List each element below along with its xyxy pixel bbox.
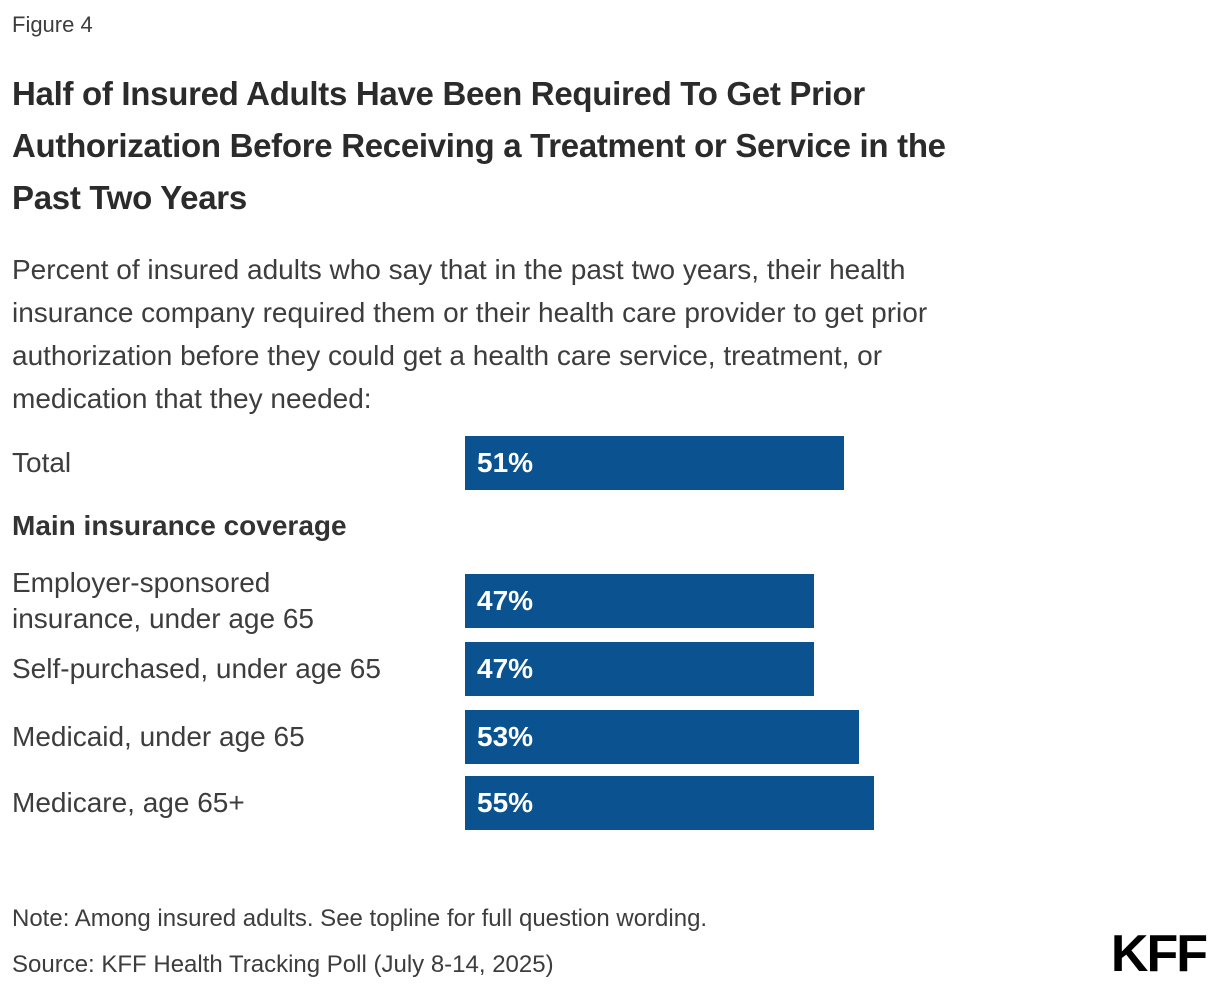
bar-chart: Total 51% Main insurance coverage Employ… [12, 436, 1208, 830]
bar-value-label-medicare: 55% [477, 787, 534, 818]
figure-label: Figure 4 [12, 12, 93, 37]
bar-value-label-total: 51% [477, 447, 534, 478]
chart-row-employer: Employer-sponsored insurance, under age … [12, 567, 1208, 634]
bar-value-label-self-purchased: 47% [477, 653, 534, 684]
chart-row-medicare: Medicare, age 65+ 55% [12, 776, 1208, 830]
bar-track: 47% [465, 642, 1208, 696]
bar-self-purchased: 47% [465, 642, 815, 696]
bar-employer: 47% [465, 574, 815, 628]
category-label-employer: Employer-sponsored insurance, under age … [12, 567, 314, 634]
kff-logo: KFF [1110, 925, 1208, 983]
source-text: Source: KFF Health Tracking Poll (July 8… [12, 951, 554, 978]
category-label-medicare: Medicare, age 65+ [12, 787, 245, 818]
chart-title: Half of Insured Adults Have Been Require… [12, 75, 946, 216]
bar-track: 51% [465, 436, 1208, 490]
bar-track: 47% [465, 574, 1208, 628]
chart-subtitle: Percent of insured adults who say that i… [12, 254, 928, 414]
category-label-total: Total [12, 447, 72, 478]
bar-track: 53% [465, 710, 1208, 764]
category-label-medicaid: Medicaid, under age 65 [12, 721, 305, 752]
chart-row-self-purchased: Self-purchased, under age 65 47% [12, 642, 1208, 696]
chart-row-medicaid: Medicaid, under age 65 53% [12, 710, 1208, 764]
bar-track: 55% [465, 776, 1208, 830]
bar-value-label-employer: 47% [477, 585, 534, 616]
bar-medicare: 55% [465, 776, 874, 830]
bar-medicaid: 53% [465, 710, 859, 764]
chart-row-total: Total 51% [12, 436, 1208, 490]
section-header-main-insurance-coverage: Main insurance coverage [12, 510, 347, 541]
bar-total: 51% [465, 436, 844, 490]
note-text: Note: Among insured adults. See topline … [12, 905, 708, 932]
footer: Note: Among insured adults. See topline … [12, 902, 1208, 982]
category-label-self-purchased: Self-purchased, under age 65 [12, 653, 381, 684]
bar-value-label-medicaid: 53% [477, 721, 534, 752]
